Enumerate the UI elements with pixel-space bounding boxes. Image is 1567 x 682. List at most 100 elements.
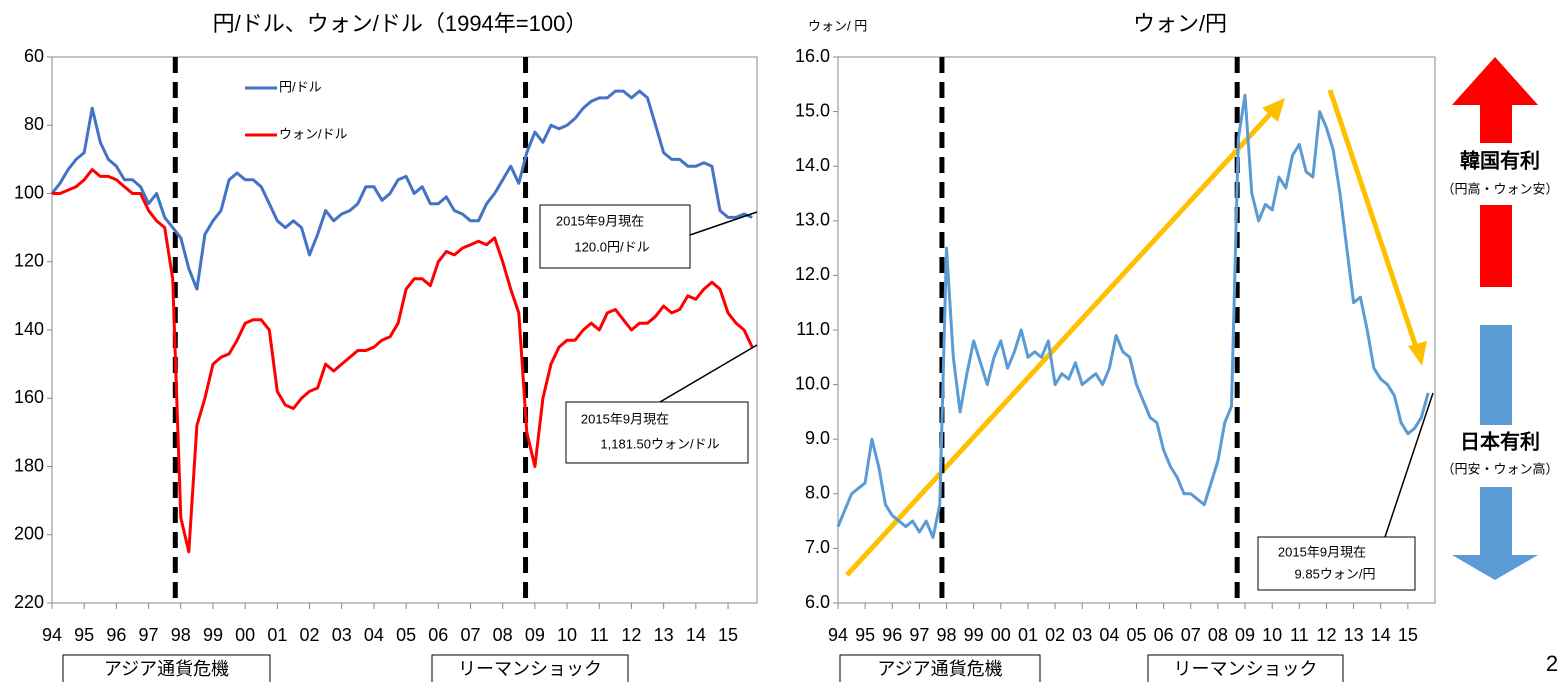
x-tick-label: 14 [686,625,706,645]
x-tick-label: 09 [525,625,545,645]
leader-line [689,211,758,236]
x-tick-label: 98 [171,625,191,645]
y-tick-label: 80 [24,114,44,134]
trend-arrows [845,89,1427,577]
x-tick-label: 12 [621,625,641,645]
annotation-text: 2015年9月現在 [581,411,669,426]
y-tick-label: 16.0 [795,46,830,66]
x-tick-label: 07 [460,625,480,645]
x-tick-label: 14 [1371,625,1391,645]
x-tick-label: 01 [267,625,287,645]
annotation-text: 1,181.50ウォン/ドル [600,436,719,451]
annotation-text: 120.0円/ドル [574,239,649,254]
x-tick-label: 15 [718,625,738,645]
side-label: 日本有利 [1460,429,1540,453]
x-tick-label: 94 [828,625,848,645]
side-arrows [1440,57,1567,580]
y-tick-label: 160 [14,387,44,407]
y-tick-label: 12.0 [795,264,830,284]
y-tick-label: 9.0 [805,428,830,448]
x-tick-label: 09 [1235,625,1255,645]
y-tick-label: 60 [24,46,44,66]
x-tick-label: 99 [964,625,984,645]
x-tick-label: 96 [882,625,902,645]
annotation-text: 9.85ウォン/円 [1295,566,1376,581]
x-tick-label: 11 [590,625,609,645]
x-tick-label: 95 [855,625,875,645]
y-tick-label: 11.0 [796,319,830,339]
side-note: （円安・ウォン高） [1441,461,1558,476]
x-tick-label: 02 [1045,625,1065,645]
leader-line [659,344,758,403]
page-number: 2 [1546,651,1558,676]
chart-title: ウォン/円 [1133,11,1227,36]
plot-frame [51,56,758,604]
y-tick-label: 8.0 [805,483,830,503]
x-tick-label: 03 [1072,625,1092,645]
x-tick-label: 96 [106,625,126,645]
x-tick-label: 11 [1290,625,1309,645]
y-tick-label: 13.0 [795,210,830,230]
x-tick-label: 01 [1018,625,1038,645]
x-tick-label: 10 [557,625,577,645]
x-tick-label: 99 [203,625,223,645]
annotation-box [1257,536,1416,591]
y-tick-label: 14.0 [795,155,830,175]
y-tick-label: 15.0 [795,100,830,120]
annotation-box [565,401,749,464]
legend-label: ウォン/ドル [279,126,348,141]
x-tick-label: 08 [493,625,513,645]
x-tick-label: 98 [937,625,957,645]
x-tick-label: 97 [909,625,929,645]
y-tick-label: 100 [14,182,44,202]
y-tick-label: 10.0 [795,373,830,393]
x-tick-label: 06 [428,625,448,645]
y-tick-label: 200 [14,524,44,544]
x-tick-label: 03 [332,625,352,645]
y-tick-label: 120 [14,251,44,271]
series-line [836,93,1430,539]
event-label: リーマンショック [458,659,602,679]
y-tick-label: 6.0 [805,592,830,612]
x-tick-label: 00 [235,625,255,645]
x-tick-label: 05 [1126,625,1146,645]
event-label: リーマンショック [1174,659,1318,679]
side-label: 韓国有利 [1460,148,1540,172]
x-tick-label: 07 [1181,625,1201,645]
x-tick-label: 02 [300,625,320,645]
leader-line [1384,392,1434,538]
event-box [62,654,271,682]
annotation-text: 2015年9月現在 [556,213,644,228]
annotation-box [539,204,691,269]
chart-title: 円/ドル、ウォン/ドル（1994年=100） [213,11,588,36]
annotation-text: 2015年9月現在 [1278,544,1366,559]
x-tick-label: 04 [364,625,384,645]
x-tick-label: 12 [1316,625,1336,645]
x-tick-label: 10 [1262,625,1282,645]
event-label: アジア通貨危機 [877,659,1002,679]
x-tick-label: 00 [991,625,1011,645]
y-tick-label: 220 [14,592,44,612]
series-line [52,168,754,554]
event-box [431,654,629,682]
x-tick-label: 06 [1154,625,1174,645]
event-label: アジア通貨危機 [104,659,229,679]
x-tick-label: 08 [1208,625,1228,645]
y-tick-label: 7.0 [805,537,830,557]
event-box [1147,654,1344,682]
side-note: （円高・ウォン安） [1441,181,1558,196]
x-tick-label: 13 [1344,625,1364,645]
x-tick-label: 13 [654,625,674,645]
x-tick-label: 15 [1398,625,1418,645]
y-tick-label: 140 [14,319,44,339]
x-tick-label: 95 [74,625,94,645]
legend-label: 円/ドル [279,79,322,94]
y-tick-label: 180 [14,455,44,475]
x-tick-label: 05 [396,625,416,645]
x-tick-label: 04 [1099,625,1119,645]
x-tick-label: 94 [42,625,62,645]
x-tick-label: 97 [139,625,159,645]
y-axis-label: ウォン/ 円 [808,18,867,33]
series-line [50,89,753,291]
